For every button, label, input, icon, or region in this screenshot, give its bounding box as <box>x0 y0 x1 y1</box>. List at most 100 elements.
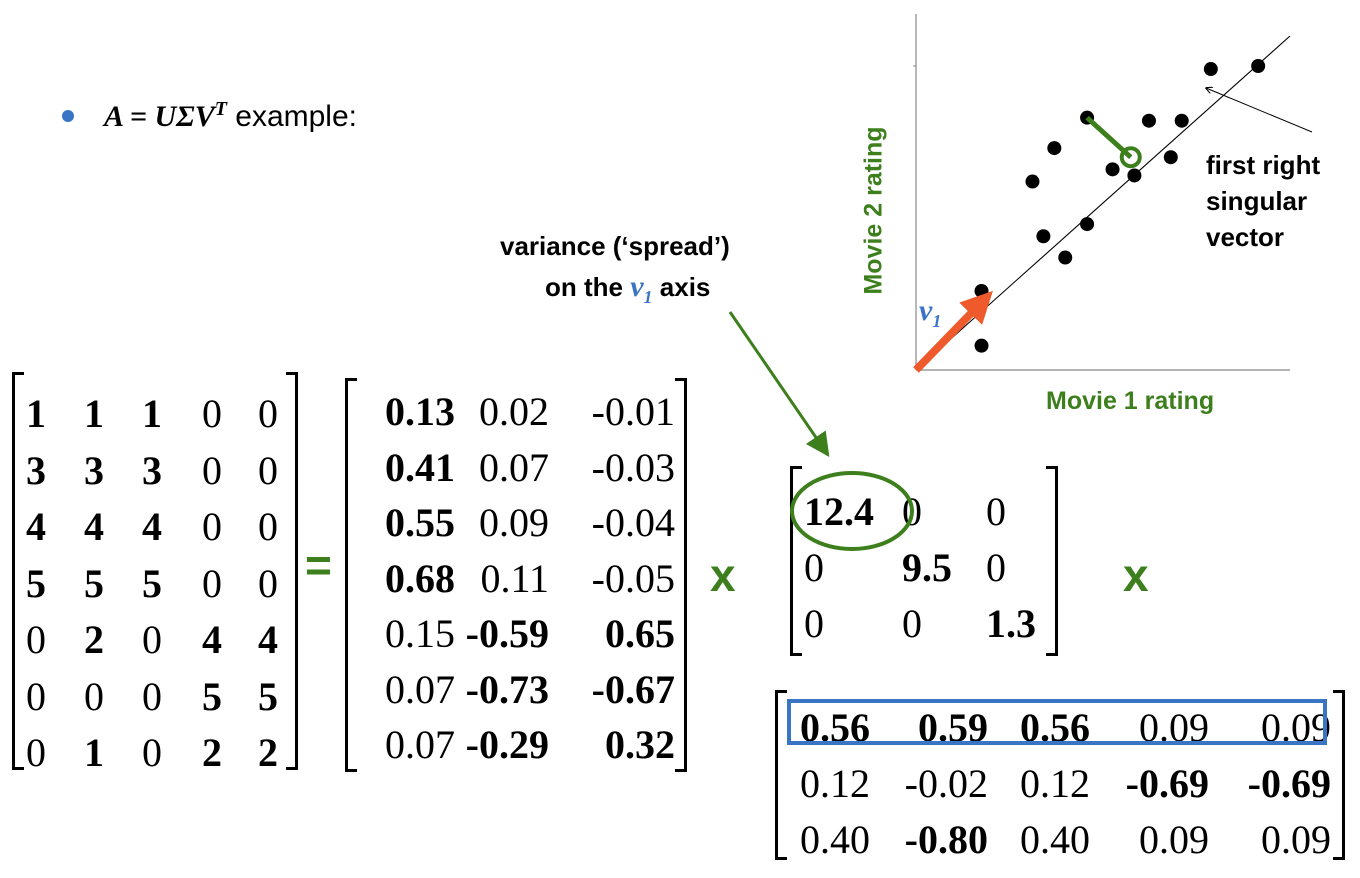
matrix-vt-cell: -0.69 <box>1247 761 1331 806</box>
matrix-vt-cell: 0.12 <box>1020 761 1090 806</box>
matrix-a-cell: 1 <box>142 391 162 436</box>
first-row-highlight <box>787 699 1327 745</box>
matrix-a-cell: 5 <box>142 560 162 606</box>
matrix-a-cell: 3 <box>142 447 162 493</box>
matrix-vt-cell: -0.02 <box>904 761 988 806</box>
matrix-u-cell: 0.07 <box>385 666 455 712</box>
variance-arrow <box>728 311 830 457</box>
matrix-a-left-bracket <box>12 372 24 770</box>
matrix-sigma-left-bracket <box>790 466 802 656</box>
sigma-highlight-ellipse <box>790 471 914 551</box>
scatter-layer <box>913 14 1313 373</box>
matrix-a-cell: 5 <box>202 673 222 719</box>
matrix-sigma-right-bracket <box>1046 466 1058 656</box>
matrix-u-right-bracket <box>675 378 687 772</box>
matrix-sigma-cell: 12.4 <box>804 489 874 534</box>
matrix-u-cell: -0.59 <box>465 611 549 656</box>
matrix-a-cell: 1 <box>26 391 46 436</box>
matrix-a-cell: 4 <box>258 617 278 662</box>
variance-annotation-line2: on the v1 axis <box>545 270 711 307</box>
v1-symbol: v1 <box>630 270 653 307</box>
matrix-a-cell: 2 <box>84 617 104 662</box>
matrix-u-cell: 0.09 <box>479 500 549 545</box>
matrix-vt-cell: 0.59 <box>918 705 988 750</box>
data-point <box>1025 174 1040 189</box>
data-point <box>1141 113 1156 128</box>
matrix-u-cell: -0.04 <box>591 500 675 545</box>
matrix-u-cell: 0.41 <box>385 444 455 490</box>
matrix-vt-cell: 0.40 <box>1020 817 1090 862</box>
matrix-a-cell: 0 <box>142 730 162 775</box>
matrix-u-cell: -0.73 <box>465 666 549 712</box>
annotation-suffix: axis <box>652 272 711 302</box>
matrix-sigma-cell: 0 <box>804 545 824 590</box>
matrix-a-cell: 4 <box>26 504 46 549</box>
data-point <box>1163 150 1178 165</box>
matrix-a-cell: 5 <box>26 560 46 606</box>
matrix-vt-cell: 0.56 <box>1020 705 1090 750</box>
annotation-prefix: on the <box>545 272 631 302</box>
matrix-u-cell: 0.07 <box>479 444 549 490</box>
matrix-a-cell: 0 <box>202 560 222 606</box>
matrix-u-cell: 0.02 <box>479 389 549 434</box>
matrix-a-cell: 4 <box>202 617 222 662</box>
matrix-vt-cell: 0.09 <box>1261 817 1331 862</box>
data-point <box>1047 141 1062 156</box>
matrix-u-cell: -0.05 <box>591 555 675 601</box>
page-title: A = UΣVT example: <box>104 98 357 134</box>
matrix-sigma-cell: 0 <box>986 489 1006 534</box>
data-point <box>974 338 989 353</box>
matrix-a-cell: 0 <box>202 447 222 493</box>
title-rest: example: <box>226 100 357 133</box>
data-point <box>1105 162 1120 177</box>
vector-label-pointer <box>1206 88 1313 133</box>
matrix-u-cell: 0.07 <box>385 722 455 767</box>
data-point <box>1036 229 1051 244</box>
matrix-a-cell: 0 <box>258 447 278 493</box>
matrix-sigma-cell: 1.3 <box>986 601 1036 646</box>
matrix-a-cell: 3 <box>26 447 46 493</box>
matrix-sigma: 12.4 0 0 0 9.5 0 0 0 1.3 <box>790 466 1058 656</box>
matrix-a-cell: 0 <box>202 391 222 436</box>
matrix-a-cell: 0 <box>258 504 278 549</box>
projected-point-marker <box>1119 146 1142 169</box>
data-point <box>1174 113 1189 128</box>
matrix-a-cell: 4 <box>84 504 104 549</box>
matrix-a-cell: 0 <box>84 673 104 719</box>
data-point <box>1203 62 1218 77</box>
matrix-vt-cell: 0.12 <box>800 761 870 806</box>
matrix-a-cell: 0 <box>142 617 162 662</box>
matrix-u-left-bracket <box>345 378 357 772</box>
data-point <box>1080 217 1095 232</box>
times-sign-2: x <box>1123 549 1149 601</box>
matrix-a-cell: 1 <box>84 730 104 775</box>
matrix-sigma-cell: 9.5 <box>902 545 952 590</box>
bullet-icon <box>62 110 74 122</box>
matrix-a-cell: 0 <box>26 617 46 662</box>
matrix-sigma-cell: 0 <box>902 601 922 646</box>
matrix-u-cell: 0.13 <box>385 389 455 434</box>
matrix-vt-right-bracket <box>1333 690 1345 860</box>
title-superscript: T <box>214 98 227 120</box>
title-math: A = UΣV <box>104 100 215 133</box>
matrix-vt-cell: 0.40 <box>800 817 870 862</box>
data-point <box>974 283 989 298</box>
equals-sign: = <box>305 539 332 591</box>
matrix-a-cell: 0 <box>26 730 46 775</box>
matrix-u-cell: -0.03 <box>591 444 675 490</box>
matrix-vt-cell: -0.69 <box>1125 761 1209 806</box>
right-singular-vector-arrow <box>913 290 993 373</box>
matrix-vt-cell: 0.56 <box>800 705 870 750</box>
matrix-u-cell: 0.11 <box>480 555 549 601</box>
matrix-a-cell: 3 <box>84 447 104 493</box>
matrix-u: 0.13 0.02 -0.01 0.41 0.07 -0.03 0.55 0.09 -0.04 0… <box>345 378 687 772</box>
matrix-a-cell: 0 <box>258 391 278 436</box>
matrix-vt-cell: -0.80 <box>904 817 988 862</box>
first-right-vector-label-2: singular <box>1206 186 1308 216</box>
matrix-vt-cell: 0.09 <box>1139 705 1209 750</box>
matrix-a-cell: 5 <box>84 560 104 606</box>
matrix-u-cell: 0.68 <box>385 555 455 601</box>
matrix-a-cell: 2 <box>202 730 222 775</box>
matrix-a-cell: 0 <box>142 673 162 719</box>
